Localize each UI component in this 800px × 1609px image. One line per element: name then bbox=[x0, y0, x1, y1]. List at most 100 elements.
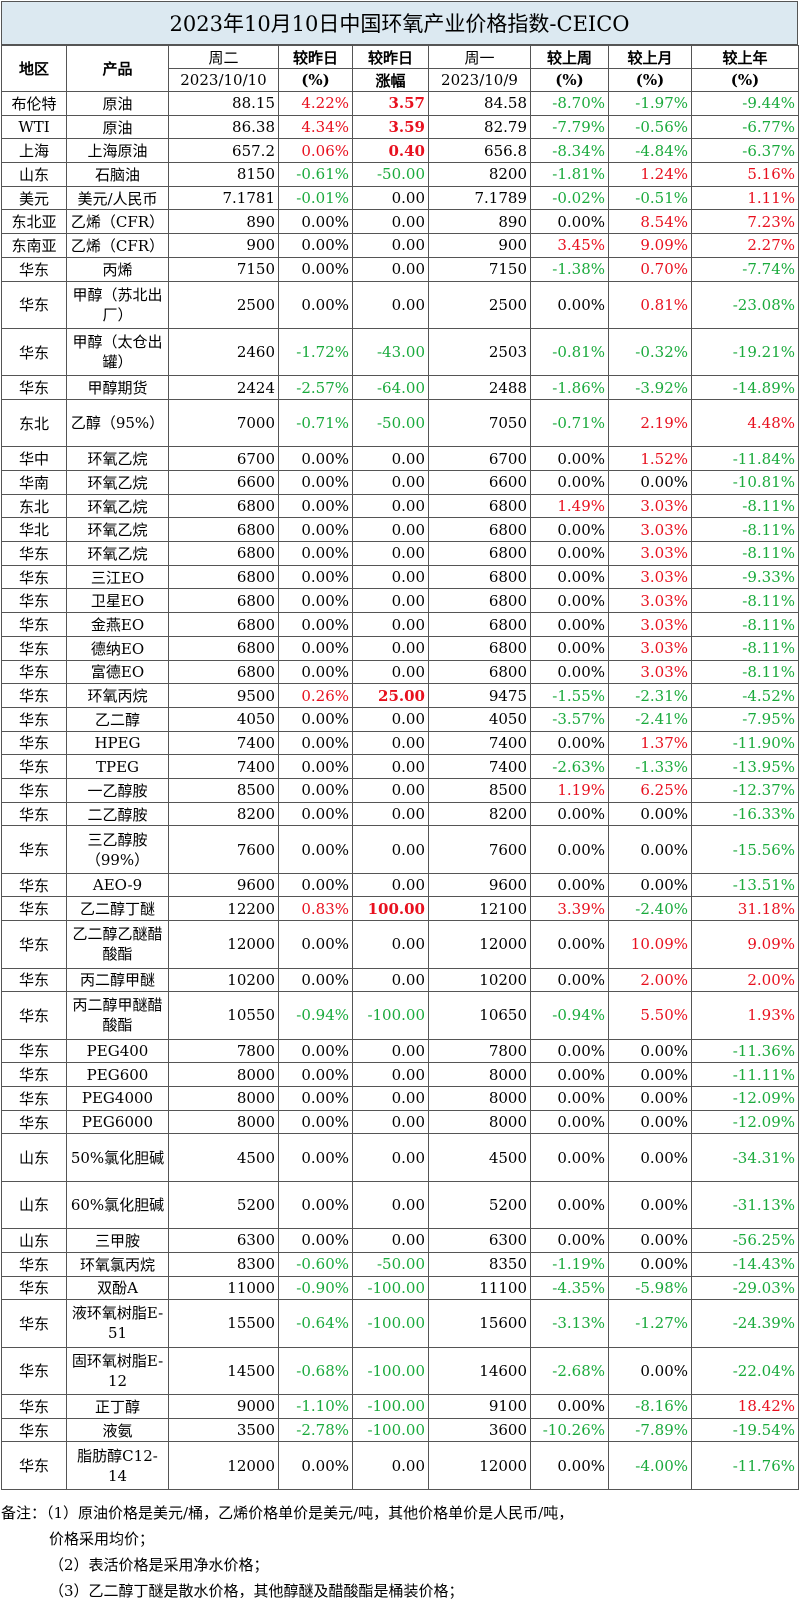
table-row: 山东 三甲胺 6300 0.00% 0.00 6300 0.00% 0.00% -56.25% bbox=[1, 1228, 799, 1253]
row-chg-pct: 0.00% bbox=[278, 754, 353, 779]
row-year-pct: -14.89% bbox=[691, 375, 799, 400]
row-chg-pct: 0.00% bbox=[278, 1038, 353, 1064]
row-week-pct: -0.02% bbox=[530, 185, 609, 211]
row-week-pct: -1.19% bbox=[530, 1251, 609, 1277]
row-chg-pct: 0.26% bbox=[278, 683, 353, 708]
table-row: 东北 乙醇（95%） 7000 -0.71% -50.00 7050 -0.71% 2.19%… bbox=[1, 398, 799, 448]
row-year-pct: -10.81% bbox=[691, 470, 799, 495]
row-mon-price: 6800 bbox=[428, 493, 531, 519]
row-week-pct: -0.71% bbox=[530, 398, 609, 448]
row-mon-price: 3600 bbox=[428, 1417, 531, 1443]
row-year-pct: 31.18% bbox=[691, 896, 799, 922]
row-product: 60%氯化胆碱 bbox=[66, 1180, 169, 1230]
header-year: 较上年 bbox=[691, 45, 799, 69]
row-year-pct: -11.90% bbox=[691, 730, 799, 756]
row-product: 双酚A bbox=[66, 1275, 169, 1301]
row-month-pct: 10.09% bbox=[608, 920, 692, 969]
row-mon-price: 2488 bbox=[428, 375, 531, 400]
row-chg-pct: 0.00% bbox=[278, 659, 353, 685]
row-year-pct: -7.74% bbox=[691, 256, 799, 282]
table-row: 山东 石脑油 8150 -0.61% -50.00 8200 -1.81% 1.24% 5.16… bbox=[1, 162, 799, 187]
row-year-pct: -24.39% bbox=[691, 1299, 799, 1348]
table-row: 东北 环氧乙烷 6800 0.00% 0.00 6800 1.49% 3.03% -8.11% bbox=[1, 493, 799, 519]
row-product: 一乙醇胺 bbox=[66, 777, 169, 803]
table-row: 华东 乙二醇丁醚 12200 0.83% 100.00 12100 3.39% -2.40% 3… bbox=[1, 896, 799, 922]
table-row: 布伦特 原油 88.15 4.22% 3.57 84.58 -8.70% -1.97% -9.4… bbox=[1, 91, 799, 116]
row-chg-amt: 0.00 bbox=[352, 185, 429, 211]
row-chg-pct: -1.10% bbox=[278, 1393, 353, 1419]
table-row: 华东 金燕EO 6800 0.00% 0.00 6800 0.00% 3.03% -8.11% bbox=[1, 612, 799, 637]
row-tue-price: 900 bbox=[168, 233, 279, 258]
row-chg-pct: 0.00% bbox=[278, 730, 353, 756]
row-month-pct: -4.84% bbox=[608, 138, 692, 164]
row-tue-price: 6700 bbox=[168, 446, 279, 472]
header-chg-amt-unit: 涨幅 bbox=[352, 68, 429, 92]
row-region: 华东 bbox=[1, 991, 67, 1040]
row-month-pct: 1.52% bbox=[608, 446, 692, 472]
row-product: 原油 bbox=[66, 91, 169, 116]
row-chg-pct: 0.00% bbox=[278, 825, 353, 874]
row-month-pct: 3.03% bbox=[608, 588, 692, 614]
table-row: 华东 丙二醇甲醚醋酸酯 10550 -0.94% -100.00 10650 -0.94% 5… bbox=[1, 991, 799, 1040]
row-tue-price: 6800 bbox=[168, 588, 279, 614]
row-month-pct: 0.00% bbox=[608, 1062, 692, 1087]
row-chg-pct: -0.71% bbox=[278, 398, 353, 448]
row-tue-price: 7600 bbox=[168, 825, 279, 874]
row-chg-pct: 0.00% bbox=[278, 706, 353, 732]
row-month-pct: 3.03% bbox=[608, 517, 692, 543]
row-month-pct: -5.98% bbox=[608, 1275, 692, 1301]
row-chg-amt: 0.00 bbox=[352, 256, 429, 282]
row-tue-price: 7800 bbox=[168, 1038, 279, 1064]
row-product: PEG6000 bbox=[66, 1109, 169, 1135]
row-region: 华东 bbox=[1, 1085, 67, 1111]
note-3: （3）乙二醇丁醚是散水价格，其他醇醚及醋酸酯是桶装价格； bbox=[49, 1582, 464, 1600]
row-product: 环氧乙烷 bbox=[66, 541, 169, 566]
table-row: 东南亚 乙烯（CFR） 900 0.00% 0.00 900 3.45% 9.09% 2.27% bbox=[1, 233, 799, 258]
row-mon-price: 5200 bbox=[428, 1180, 531, 1230]
row-tue-price: 11000 bbox=[168, 1275, 279, 1301]
row-week-pct: 0.00% bbox=[530, 872, 609, 898]
row-chg-amt: 25.00 bbox=[352, 683, 429, 708]
row-mon-price: 7150 bbox=[428, 256, 531, 282]
row-chg-pct: 0.00% bbox=[278, 635, 353, 661]
row-product: 甲醇期货 bbox=[66, 375, 169, 400]
row-chg-pct: 0.00% bbox=[278, 446, 353, 472]
row-product: 液环氧树脂E-51 bbox=[66, 1299, 169, 1348]
row-week-pct: 1.19% bbox=[530, 777, 609, 803]
row-tue-price: 12000 bbox=[168, 920, 279, 969]
row-product: PEG4000 bbox=[66, 1085, 169, 1111]
row-week-pct: 0.00% bbox=[530, 1441, 609, 1490]
row-chg-amt: 0.00 bbox=[352, 612, 429, 637]
row-year-pct: -8.11% bbox=[691, 541, 799, 566]
table-row: 华东 卫星EO 6800 0.00% 0.00 6800 0.00% 3.03% -8.11% bbox=[1, 588, 799, 614]
row-region: 华东 bbox=[1, 612, 67, 637]
row-region: 华南 bbox=[1, 470, 67, 495]
row-chg-amt: 100.00 bbox=[352, 896, 429, 922]
row-product: 二乙醇胺 bbox=[66, 801, 169, 827]
row-month-pct: -1.97% bbox=[608, 91, 692, 116]
row-year-pct: -8.11% bbox=[691, 493, 799, 519]
header-tue-date: 2023/10/10 bbox=[168, 68, 279, 92]
row-month-pct: 0.00% bbox=[608, 1180, 692, 1230]
row-tue-price: 6800 bbox=[168, 493, 279, 519]
row-product: 石脑油 bbox=[66, 162, 169, 187]
row-chg-amt: 0.00 bbox=[352, 754, 429, 779]
row-mon-price: 9475 bbox=[428, 683, 531, 708]
row-mon-price: 9600 bbox=[428, 872, 531, 898]
row-month-pct: 0.00% bbox=[608, 1133, 692, 1182]
header-chg-amt: 较昨日 bbox=[352, 45, 429, 69]
row-chg-pct: 0.00% bbox=[278, 280, 353, 329]
row-tue-price: 6600 bbox=[168, 470, 279, 495]
row-region: 东南亚 bbox=[1, 233, 67, 258]
row-year-pct: 18.42% bbox=[691, 1393, 799, 1419]
row-year-pct: -8.11% bbox=[691, 588, 799, 614]
row-week-pct: -2.63% bbox=[530, 754, 609, 779]
row-week-pct: 3.45% bbox=[530, 233, 609, 258]
row-year-pct: -31.13% bbox=[691, 1180, 799, 1230]
row-mon-price: 6300 bbox=[428, 1228, 531, 1253]
row-month-pct: 0.00% bbox=[608, 825, 692, 874]
row-year-pct: 2.00% bbox=[691, 967, 799, 993]
row-month-pct: -1.33% bbox=[608, 754, 692, 779]
row-year-pct: 1.93% bbox=[691, 991, 799, 1040]
row-chg-amt: -100.00 bbox=[352, 991, 429, 1040]
